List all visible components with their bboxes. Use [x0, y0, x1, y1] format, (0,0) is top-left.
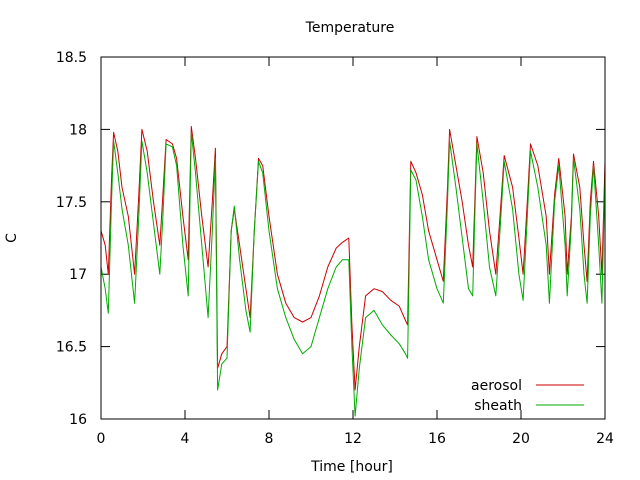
series-lines — [100, 126, 606, 417]
y-tick-label: 16 — [69, 412, 87, 428]
series-line-sheath — [100, 131, 606, 417]
x-tick-label: 8 — [265, 431, 274, 447]
x-tick-label: 16 — [428, 431, 446, 447]
x-tick-label: 24 — [596, 431, 614, 447]
y-tick-label: 18.5 — [56, 50, 87, 66]
x-tick-label: 4 — [181, 431, 190, 447]
legend-label-sheath: sheath — [474, 398, 522, 414]
x-tick-label: 0 — [97, 431, 106, 447]
x-tick-label: 20 — [512, 431, 530, 447]
x-axis-label: Time [hour] — [310, 459, 393, 475]
legend: aerosol sheath — [471, 378, 584, 414]
plot-frame — [100, 56, 606, 420]
y-tick-label: 17.5 — [56, 195, 87, 211]
x-tick-label: 12 — [344, 431, 362, 447]
chart-title: Temperature — [305, 20, 395, 36]
y-axis-label: C — [4, 233, 20, 243]
series-line-aerosol — [100, 126, 606, 391]
y-tick-label: 18 — [69, 122, 87, 138]
y-tick-label: 17 — [69, 267, 87, 283]
legend-label-aerosol: aerosol — [471, 378, 522, 394]
y-tick-label: 16.5 — [56, 340, 87, 356]
